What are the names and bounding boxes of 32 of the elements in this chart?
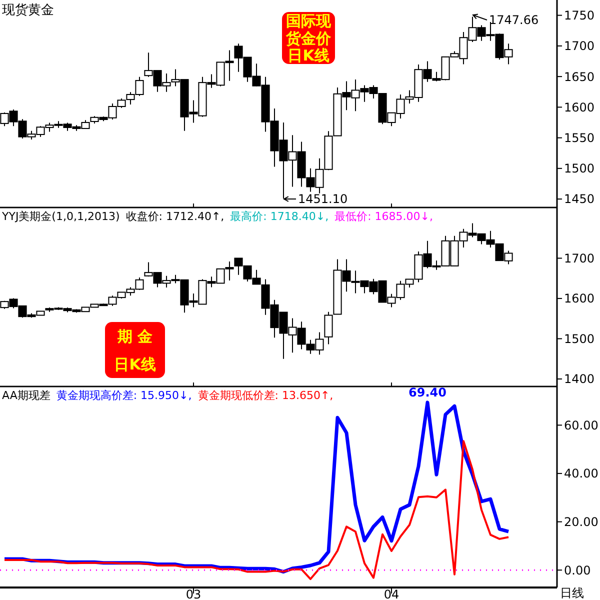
y-tick-label: 20.00	[564, 514, 598, 529]
y-tick-label: 1600	[564, 100, 595, 114]
y-tick-label: 1700	[564, 39, 595, 54]
annotation: 1747.66	[489, 13, 539, 28]
candlestick	[324, 311, 333, 345]
chart-title: 现货黄金	[2, 3, 54, 18]
chart-title: YYJ美期金(1,0,1,2013)	[1, 210, 120, 223]
annotation: 最低价: 1685.00↓,	[334, 210, 433, 223]
annotation: 最高价: 1718.40↓,	[230, 210, 329, 223]
y-tick-label: 0.00	[564, 563, 591, 578]
x-tick-label: 04	[384, 588, 400, 600]
line-series	[4, 440, 510, 580]
y-tick-label: 1500	[564, 162, 595, 176]
y-tick-label: 1500	[564, 332, 595, 346]
annotation: 69.40	[408, 385, 446, 400]
y-tick-label: 1650	[564, 70, 595, 84]
y-tick-label: 60.00	[564, 418, 598, 432]
x-tick-label: 03	[186, 588, 202, 600]
annotation: 期 金日K线	[114, 327, 156, 374]
y-tick-label: 1400	[564, 372, 595, 386]
annotation: 收盘价: 1712.40↑,	[126, 210, 224, 223]
y-tick-label: 1550	[564, 130, 595, 145]
text: 日线	[560, 586, 584, 600]
y-tick-label: 1600	[564, 292, 595, 306]
y-tick-label: 1700	[564, 251, 595, 266]
chart-title: AA期现差	[2, 389, 50, 402]
y-tick-label: 40.00	[564, 466, 598, 481]
y-tick-label: 1450	[564, 192, 595, 206]
text: 黄金期现高价差: 15.950↓,	[56, 389, 192, 402]
text: 黄金期现低价差: 13.650↑,	[198, 389, 334, 402]
annotation: 1451.10	[298, 192, 348, 206]
y-tick-label: 1750	[564, 8, 595, 23]
